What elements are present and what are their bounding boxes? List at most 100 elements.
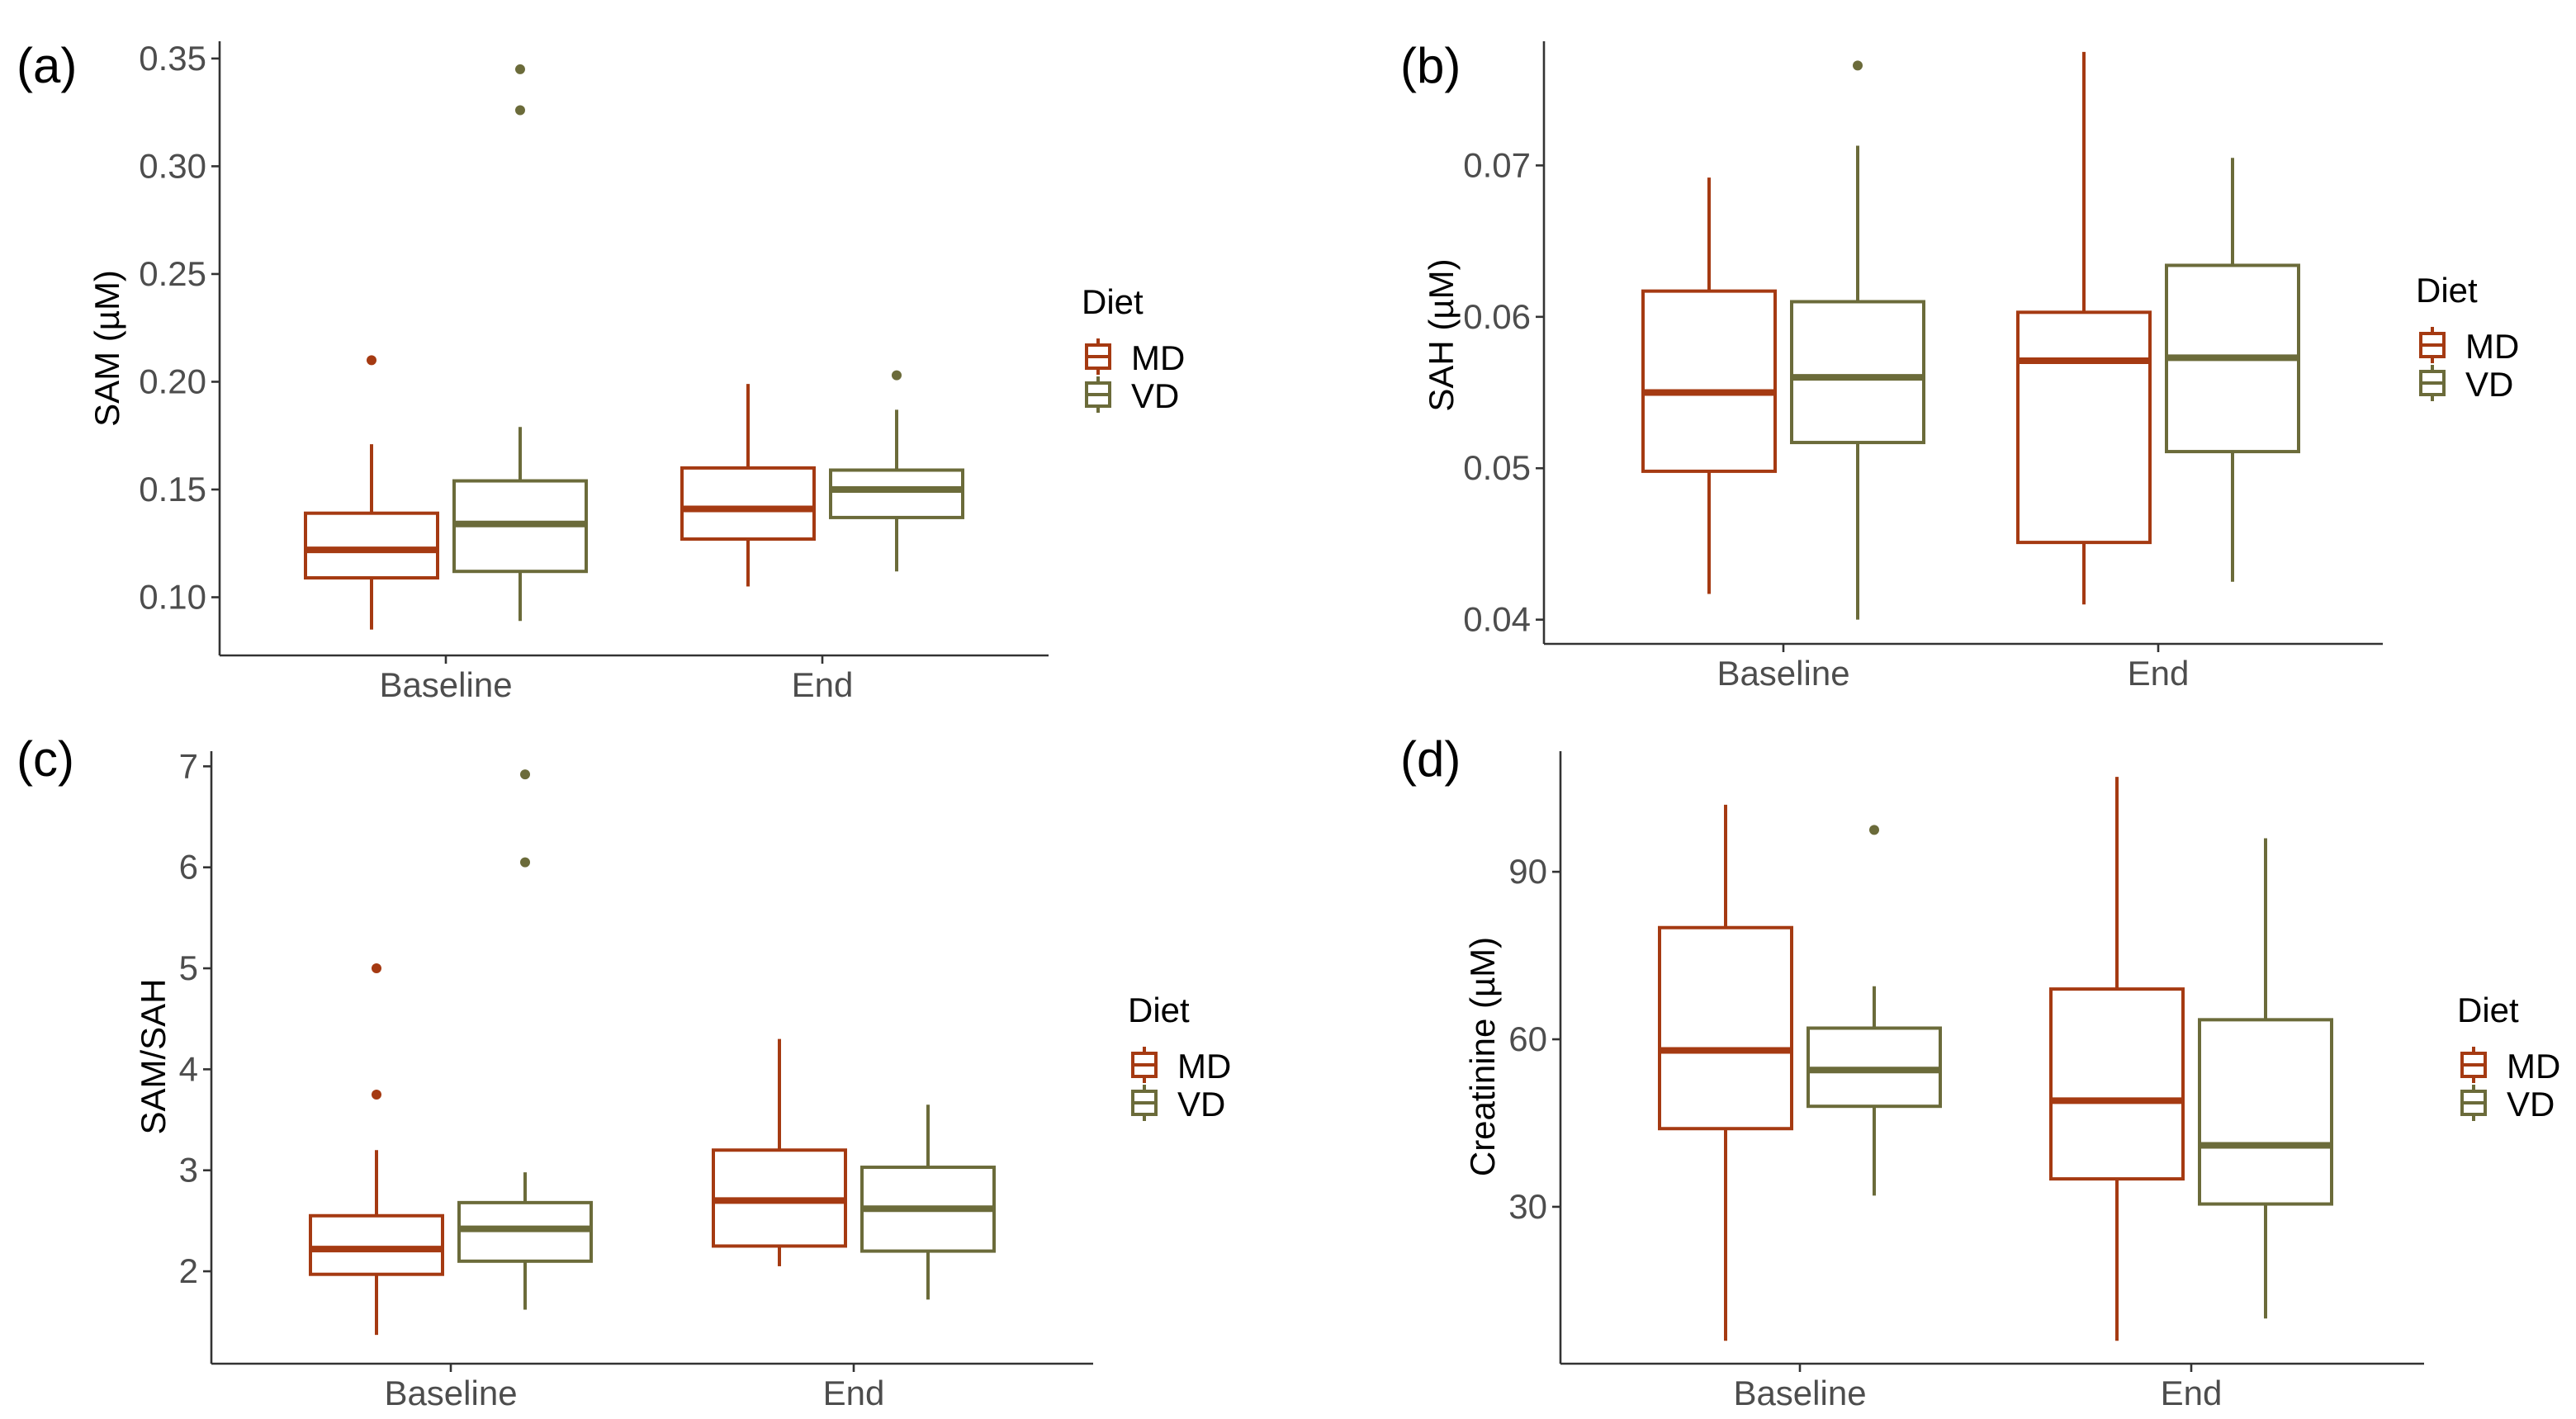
y-tick-label: 3 (179, 1151, 198, 1190)
panel-b: (b) 0.04 0.05 0.06 0.07 Baseline End SAH (µM) Di… (1400, 38, 2519, 693)
box-iqr (304, 511, 439, 580)
box-iqr (1790, 300, 1925, 445)
outlier-point (520, 857, 530, 868)
outlier-point (367, 355, 376, 366)
outlier-point (372, 963, 381, 974)
y-tick-label: 4 (179, 1049, 198, 1088)
box-iqr (2049, 987, 2185, 1181)
panel-label: (b) (1400, 38, 1461, 93)
outlier-point (515, 105, 525, 116)
box-MD-Baseline (304, 355, 439, 630)
x-tick-label: Baseline (379, 665, 512, 704)
outlier-point (515, 64, 525, 74)
y-tick-label: 2 (179, 1251, 198, 1290)
legend-label: VD (2507, 1085, 2555, 1123)
x-tick-label: Baseline (1733, 1374, 1866, 1412)
x-tick-label: End (2128, 654, 2190, 693)
box-iqr (2016, 310, 2152, 545)
outlier-point (1869, 825, 1879, 835)
y-tick-label: 0.07 (1463, 145, 1531, 184)
box-MD-End (712, 1038, 847, 1266)
box-VD-Baseline (452, 64, 588, 622)
box-VD-Baseline (1807, 825, 1942, 1196)
y-tick-label: 6 (179, 848, 198, 887)
y-tick-label: 0.05 (1463, 448, 1531, 487)
y-tick-label: 0.35 (139, 39, 206, 78)
outlier-point (372, 1089, 381, 1100)
legend-title: Diet (2416, 271, 2478, 310)
box-VD-End (829, 370, 964, 572)
y-axis-label: Creatinine (µM) (1463, 937, 1502, 1176)
panel-label: (a) (17, 38, 77, 93)
box-iqr (2198, 1018, 2333, 1206)
legend-label: VD (1131, 376, 1179, 415)
legend-key-VD (1085, 376, 1111, 413)
legend-label: MD (1131, 338, 1185, 377)
box-MD-Baseline (309, 963, 444, 1336)
box-iqr (1641, 289, 1777, 473)
x-tick-label: Baseline (384, 1374, 517, 1412)
y-tick-label: 5 (179, 948, 198, 987)
y-tick-label: 0.30 (139, 146, 206, 185)
legend-key-MD (2460, 1047, 2487, 1083)
box-iqr (829, 468, 964, 519)
x-tick-label: Baseline (1717, 654, 1849, 693)
x-tick-label: End (823, 1374, 885, 1412)
panel-d: (d) 30 60 90 Baseline End Creatinine (µM) Diet M… (1400, 731, 2560, 1412)
legend-label: MD (2465, 327, 2519, 366)
box-iqr (680, 466, 816, 542)
legend-label: MD (1177, 1047, 1231, 1086)
y-axis-label: SAH (µM) (1422, 258, 1461, 411)
legend-title: Diet (1128, 991, 1190, 1029)
outlier-point (892, 370, 902, 381)
legend-title: Diet (2457, 991, 2519, 1029)
box-VD-Baseline (457, 769, 593, 1310)
legend-key-MD (1085, 338, 1111, 375)
y-tick-label: 60 (1508, 1019, 1547, 1058)
box-MD-End (680, 384, 816, 587)
box-VD-Baseline (1790, 60, 1925, 620)
panel-a: (a) 0.10 0.15 0.20 0.25 0.30 0.35 Baseline End SA… (17, 38, 1185, 704)
legend-key-VD (1131, 1085, 1158, 1121)
legend-label: VD (1177, 1085, 1225, 1123)
legend-title: Diet (1082, 282, 1144, 321)
legend-key-MD (1131, 1047, 1158, 1083)
box-MD-End (2016, 51, 2152, 605)
box-VD-End (2165, 158, 2300, 582)
y-tick-label: 90 (1508, 852, 1547, 891)
legend-label: VD (2465, 365, 2513, 404)
box-VD-End (2198, 838, 2333, 1319)
y-tick-label: 0.10 (139, 578, 206, 617)
y-tick-label: 0.06 (1463, 297, 1531, 336)
box-MD-Baseline (1658, 804, 1793, 1341)
y-axis-label: SAM/SAH (134, 978, 173, 1134)
y-tick-label: 30 (1508, 1187, 1547, 1226)
y-tick-label: 0.20 (139, 362, 206, 400)
y-tick-label: 0.15 (139, 470, 206, 508)
legend-label: MD (2507, 1047, 2560, 1086)
y-tick-label: 0.25 (139, 254, 206, 293)
box-VD-End (860, 1104, 996, 1300)
box-iqr (1658, 925, 1793, 1131)
outlier-point (520, 769, 530, 780)
x-tick-label: End (792, 665, 854, 704)
panel-label: (d) (1400, 731, 1461, 787)
box-MD-Baseline (1641, 177, 1777, 594)
outlier-point (1853, 60, 1863, 71)
y-tick-label: 7 (179, 746, 198, 785)
box-iqr (309, 1213, 444, 1276)
legend-key-MD (2419, 327, 2446, 363)
y-axis-label: SAM (µM) (88, 270, 126, 427)
y-tick-label: 0.04 (1463, 600, 1531, 639)
panel-label: (c) (17, 731, 74, 787)
legend-key-VD (2460, 1085, 2487, 1121)
legend-key-VD (2419, 365, 2446, 401)
box-MD-End (2049, 777, 2185, 1341)
x-tick-label: End (2161, 1374, 2223, 1412)
